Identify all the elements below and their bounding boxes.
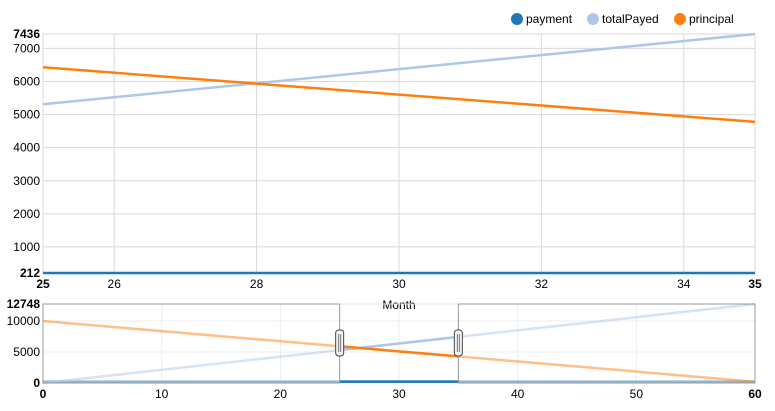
legend-swatch-totalpayed: [587, 13, 599, 25]
context-x-tick-label: 50: [630, 387, 644, 401]
legend-label-totalpayed: totalPayed: [602, 12, 659, 26]
focus-x-tick-label: 30: [392, 277, 406, 291]
context-x-extent-label: 0: [40, 387, 47, 401]
context-brush-outside-right: [457, 303, 756, 384]
context-y-tick-label: 10000: [7, 314, 41, 328]
focus-x-extent-label: 25: [36, 277, 50, 291]
legend-item-totalpayed[interactable]: totalPayed: [587, 12, 659, 26]
focus-y-tick-label: 4000: [13, 141, 40, 155]
context-selected-lines: [339, 335, 459, 383]
focus-y-tick-label: 2000: [13, 207, 40, 221]
focus-y-extent-label: 212: [20, 266, 40, 280]
focus-x-tick-label: 34: [677, 277, 691, 291]
brush-handle-right[interactable]: [453, 329, 463, 357]
legend-label-payment: payment: [526, 12, 573, 26]
context-x-tick-label: 10: [155, 387, 169, 401]
context-x-tick-label: 30: [392, 387, 406, 401]
focus-y-tick-label: 5000: [13, 108, 40, 122]
legend-item-payment[interactable]: payment: [511, 12, 573, 26]
focus-series-line-totalpayed[interactable]: [42, 32, 756, 106]
legend-label-principal: principal: [689, 12, 734, 26]
focus-y-tick-label: 3000: [13, 174, 40, 188]
context-y-tick-label: 5000: [13, 345, 40, 359]
focus-chart[interactable]: 26 28 30 32 34 25 35 1000 2000 3000 4000 5000 6000 70…: [13, 27, 762, 312]
legend-item-principal[interactable]: principal: [674, 12, 734, 26]
legend-swatch-principal: [674, 13, 686, 25]
context-y-extent-label: 12748: [7, 297, 41, 311]
focus-x-extent-label: 35: [748, 277, 762, 291]
focus-y-tick-label: 6000: [13, 75, 40, 89]
brush-handle-grip[interactable]: [335, 329, 345, 357]
context-x-tick-label: 40: [511, 387, 525, 401]
focus-x-tick-label: 26: [108, 277, 122, 291]
brush-handle-grip[interactable]: [453, 329, 463, 357]
context-x-tick-label: 20: [274, 387, 288, 401]
brush-handle-left[interactable]: [335, 329, 345, 357]
context-selected-series-totalpayed: [339, 335, 459, 352]
focus-series-line-principal[interactable]: [42, 66, 756, 124]
focus-y-tick-label: 7000: [13, 41, 40, 55]
focus-x-tick-label: 32: [535, 277, 549, 291]
context-y-extent-label: 0: [33, 376, 40, 390]
focus-y-extent-label: 7436: [13, 27, 40, 41]
context-selected-series-principal: [339, 345, 459, 358]
context-brush-outside-left: [42, 303, 341, 384]
legend: payment totalPayed principal: [511, 12, 734, 26]
context-x-extent-label: 60: [748, 387, 762, 401]
legend-swatch-payment: [511, 13, 523, 25]
focus-x-tick-label: 28: [250, 277, 264, 291]
context-chart[interactable]: 10 20 30 40 50 0 60 5000 10000 0 12748: [7, 297, 762, 401]
focus-y-tick-label: 1000: [13, 240, 40, 254]
